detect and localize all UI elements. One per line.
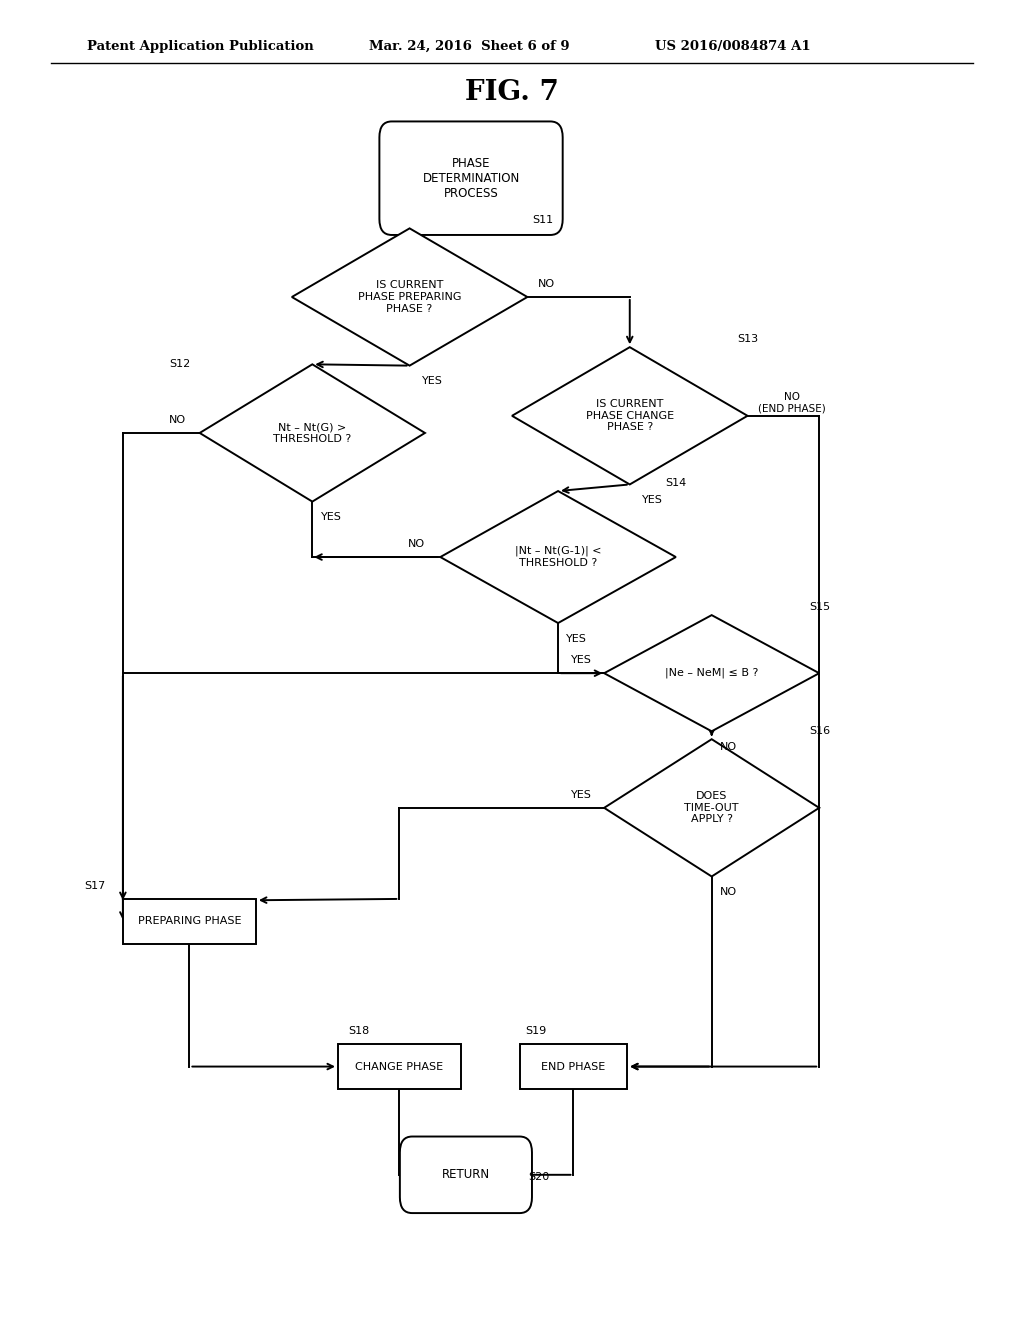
Text: NO: NO [720, 742, 737, 752]
Text: NO: NO [408, 539, 425, 549]
Bar [520, 1044, 627, 1089]
Text: DOES
TIME-OUT
APPLY ?: DOES TIME-OUT APPLY ? [684, 791, 739, 825]
Text: S15: S15 [809, 602, 830, 612]
Text: S19: S19 [525, 1026, 546, 1036]
Text: YES: YES [642, 495, 663, 506]
Bar [338, 1044, 461, 1089]
Text: NO: NO [169, 414, 186, 425]
Text: |Ne – NeM| ≤ B ?: |Ne – NeM| ≤ B ? [665, 668, 759, 678]
Text: S13: S13 [737, 334, 759, 345]
Text: PREPARING PHASE: PREPARING PHASE [137, 916, 242, 927]
Polygon shape [512, 347, 748, 484]
Text: S20: S20 [528, 1172, 549, 1183]
Text: YES: YES [571, 655, 592, 665]
Text: |Nt – Nt(G-1)| <
THRESHOLD ?: |Nt – Nt(G-1)| < THRESHOLD ? [515, 546, 601, 568]
Text: NO: NO [720, 887, 737, 898]
Text: NO
(END PHASE): NO (END PHASE) [758, 392, 825, 413]
Text: IS CURRENT
PHASE CHANGE
PHASE ?: IS CURRENT PHASE CHANGE PHASE ? [586, 399, 674, 433]
Polygon shape [604, 615, 819, 731]
Text: RETURN: RETURN [442, 1168, 489, 1181]
Text: YES: YES [321, 512, 341, 523]
Text: Nt – Nt(G) >
THRESHOLD ?: Nt – Nt(G) > THRESHOLD ? [273, 422, 351, 444]
Polygon shape [440, 491, 676, 623]
Text: S14: S14 [666, 478, 687, 488]
Text: S18: S18 [348, 1026, 370, 1036]
Text: S11: S11 [532, 215, 554, 226]
Polygon shape [292, 228, 527, 366]
Text: S12: S12 [169, 359, 190, 370]
Text: Patent Application Publication: Patent Application Publication [87, 40, 313, 53]
Bar [123, 899, 256, 944]
Text: US 2016/0084874 A1: US 2016/0084874 A1 [655, 40, 811, 53]
Text: S16: S16 [809, 726, 830, 737]
Text: Mar. 24, 2016  Sheet 6 of 9: Mar. 24, 2016 Sheet 6 of 9 [369, 40, 569, 53]
Text: PHASE
DETERMINATION
PROCESS: PHASE DETERMINATION PROCESS [423, 157, 519, 199]
Text: FIG. 7: FIG. 7 [465, 79, 559, 106]
FancyBboxPatch shape [379, 121, 563, 235]
Text: CHANGE PHASE: CHANGE PHASE [355, 1061, 443, 1072]
Text: YES: YES [566, 634, 587, 644]
Polygon shape [200, 364, 425, 502]
Text: END PHASE: END PHASE [542, 1061, 605, 1072]
Text: IS CURRENT
PHASE PREPARING
PHASE ?: IS CURRENT PHASE PREPARING PHASE ? [357, 280, 462, 314]
Text: NO: NO [538, 279, 555, 289]
Polygon shape [604, 739, 819, 876]
Text: YES: YES [422, 376, 442, 387]
Text: YES: YES [571, 789, 592, 800]
FancyBboxPatch shape [399, 1137, 532, 1213]
Text: S17: S17 [84, 880, 105, 891]
